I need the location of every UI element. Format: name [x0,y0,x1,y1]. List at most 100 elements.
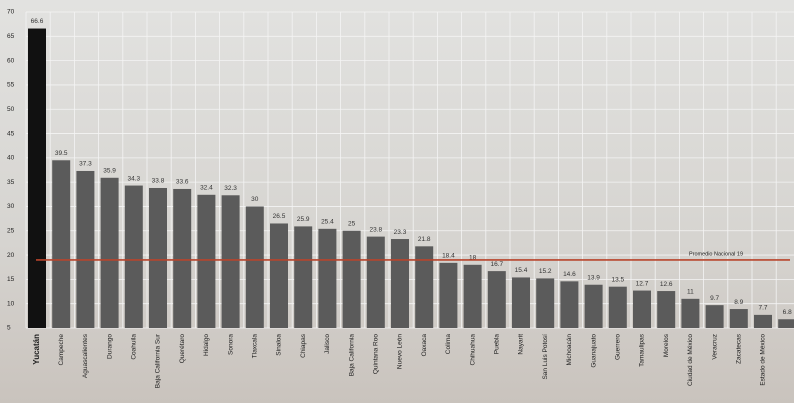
value-label: 15.2 [539,268,552,275]
value-label: 18.4 [442,253,455,260]
bar [778,319,794,328]
x-tick-label: Jalisco [324,334,331,354]
vertical-grid [25,12,777,328]
value-label: 12.7 [636,280,649,287]
x-tick-label: Querétaro [179,334,186,364]
x-tick-label: Chiapas [300,333,307,358]
value-label: 25.4 [321,219,334,226]
bar [391,239,409,328]
x-tick-label: Morelos [663,333,670,357]
bar [52,160,71,328]
bar [657,291,676,328]
y-tick-label: 10 [7,300,15,307]
value-label: 39.5 [55,150,68,157]
bar [149,187,167,328]
value-label: 23.8 [369,226,382,233]
x-tick-label: Coahuila [131,334,138,360]
y-tick-label: 60 [7,57,15,64]
bar [28,28,46,328]
bar [633,290,651,328]
bar [512,277,530,328]
value-label: 6.8 [783,309,792,316]
value-label: 26.5 [273,213,286,220]
bar [415,246,434,328]
y-tick-label: 40 [7,155,15,162]
y-tick-label: 45 [7,130,15,137]
value-label: 16.7 [490,261,503,268]
x-tick-label: Nayarit [518,334,525,355]
bar [173,188,192,328]
value-label: 66.6 [31,18,44,25]
x-tick-label: Estado de México [760,334,767,386]
value-label: 33.6 [176,179,189,186]
x-tick-label: Guerrero [615,334,622,360]
x-tick-label: Baja California Sur [155,333,162,388]
bar [245,206,264,328]
x-tick-label: Tamaulipas [639,333,646,367]
x-tick-label: Sinaloa [276,334,283,356]
bar [560,281,579,328]
x-tick-label: Quintana Roo [373,334,380,374]
x-tick-label: Campeche [58,334,65,366]
y-tick-label: 15 [7,276,15,283]
x-tick-label: Baja California [348,334,355,377]
value-label: 33.8 [152,178,165,185]
value-label: 13.5 [611,276,624,283]
x-tick-label: Zacatecas [736,333,743,364]
x-tick-label: Oaxaca [421,334,428,357]
bar [584,284,603,328]
bar [536,278,555,328]
bar [463,264,482,328]
value-label: 12.6 [660,281,673,288]
x-tick-label: Colima [445,334,452,355]
x-tick-label: Chihuahua [469,334,476,366]
value-label: 13.9 [587,274,600,281]
bar [197,194,216,328]
value-label: 37.3 [79,161,92,168]
y-tick-label: 35 [7,179,15,186]
value-label: 7.7 [758,305,767,312]
value-label: 15.4 [515,267,528,274]
x-tick-label: Aguascalientes [82,333,89,378]
value-label: 34.3 [127,175,140,182]
value-label: 18 [469,255,477,262]
x-tick-label: Yucatán [32,334,41,365]
y-tick-label: 5 [7,325,11,332]
x-tick-label: Nuevo León [397,334,404,369]
bar [100,177,119,328]
value-label: 25.9 [297,216,310,223]
y-tick-label: 55 [7,82,15,89]
y-tick-label: 25 [7,227,15,234]
x-tick-label: Michoacán [566,334,573,366]
bar [270,223,288,328]
bar [705,305,724,328]
x-tick-label: Guanajuato [590,334,597,368]
y-tick-label: 30 [7,203,15,210]
y-tick-label: 65 [7,33,15,40]
bar [754,314,772,328]
x-tick-label: Sonora [227,334,234,355]
value-label: 32.3 [224,185,237,192]
x-tick-label: Hidalgo [203,334,210,356]
bar [366,236,385,328]
x-tick-label: San Luis Potosí [542,334,549,380]
bar [294,226,313,328]
bar [318,228,337,328]
x-tick-label: Ciudad de México [687,334,694,386]
bar [608,286,627,328]
bar [124,185,143,328]
value-label: 14.6 [563,271,576,278]
x-tick-label: Veracruz [711,334,718,360]
reference-label: Promedio Nacional 19 [689,251,743,257]
bar [729,309,748,328]
value-label: 35.9 [103,167,116,174]
bar [487,271,506,328]
bar [221,195,240,328]
value-label: 11 [687,289,694,296]
x-tick-label: Durango [106,334,113,359]
value-label: 32.4 [200,185,213,192]
value-label: 21.8 [418,236,431,243]
value-label: 23.3 [394,229,407,236]
y-tick-label: 50 [7,106,15,113]
y-tick-label: 20 [7,252,15,259]
